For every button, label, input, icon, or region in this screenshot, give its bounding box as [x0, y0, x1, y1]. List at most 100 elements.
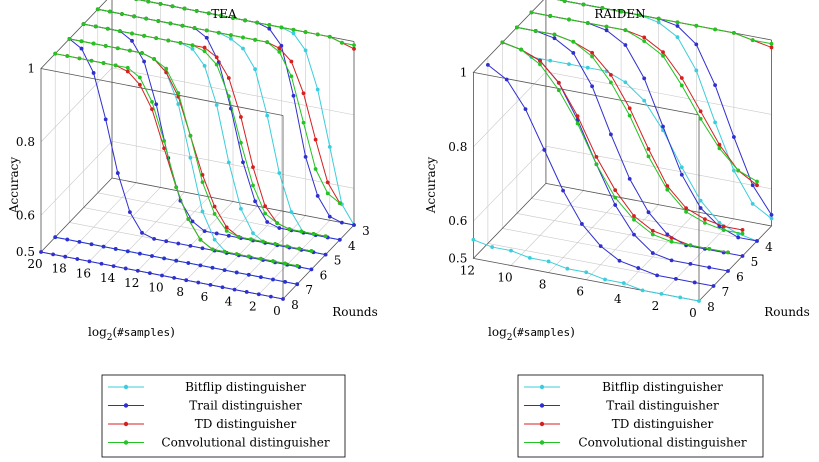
- data-point: [527, 255, 532, 260]
- data-point: [281, 297, 285, 301]
- data-point: [251, 183, 255, 188]
- data-point: [243, 18, 248, 23]
- data-point: [732, 135, 736, 139]
- series-line-convolutional-round-6: [500, 40, 730, 255]
- legend-label: Bitflip distinguisher: [185, 380, 306, 394]
- data-point: [255, 20, 260, 25]
- data-point: [224, 225, 229, 230]
- data-point: [590, 54, 594, 59]
- legend-entry: Convolutional distinguisher: [524, 436, 747, 450]
- data-point: [500, 40, 505, 45]
- data-point: [650, 232, 655, 237]
- data-point: [140, 51, 144, 55]
- data-point: [594, 154, 599, 159]
- data-point: [134, 0, 138, 2]
- data-point: [538, 58, 542, 63]
- data-point: [352, 46, 356, 51]
- data-point: [253, 37, 257, 42]
- data-point: [679, 76, 684, 80]
- data-point: [214, 62, 219, 67]
- data-point: [210, 265, 215, 270]
- data-point: [95, 7, 100, 12]
- chart-panel-raiden: RAIDEN121086420456780.50.60.81AccuracyRo…: [424, 0, 810, 343]
- accuracy-tick-label: 0.5: [448, 251, 467, 265]
- rounds-tick-label: 4: [765, 240, 773, 254]
- data-point: [184, 278, 189, 283]
- data-point: [303, 154, 308, 159]
- rounds-tick-label: 8: [707, 300, 715, 314]
- legend-entry: TD distinguisher: [524, 417, 714, 431]
- data-point: [246, 254, 251, 259]
- data-point: [603, 277, 607, 282]
- data-point: [210, 247, 215, 252]
- data-point: [646, 147, 651, 151]
- data-point: [678, 295, 683, 300]
- accuracy-tick-label: 0.6: [16, 208, 35, 222]
- data-point: [301, 91, 306, 96]
- data-point: [327, 144, 332, 149]
- rounds-tick-label: 5: [334, 254, 342, 268]
- data-point: [656, 20, 661, 25]
- data-point: [142, 59, 147, 64]
- data-point: [279, 43, 284, 48]
- data-point: [261, 239, 265, 244]
- data-point: [327, 214, 332, 219]
- rounds-tick-label: 4: [348, 239, 356, 253]
- rounds-tick-label: 6: [320, 268, 328, 282]
- data-point: [226, 76, 231, 80]
- data-point: [646, 210, 651, 215]
- data-point: [289, 74, 294, 79]
- data-point: [150, 254, 154, 258]
- data-point: [504, 77, 509, 82]
- accuracy-tick-label: 0.6: [448, 214, 467, 228]
- rounds-tick-label: 3: [362, 224, 370, 238]
- data-point: [519, 47, 524, 52]
- data-point: [523, 107, 528, 112]
- series-line-td-round-5: [81, 22, 328, 239]
- data-point: [327, 34, 332, 39]
- samples-tick-label: 20: [27, 257, 42, 271]
- data-point: [91, 41, 96, 46]
- data-point: [178, 40, 183, 45]
- data-point: [156, 19, 161, 23]
- data-point: [698, 109, 703, 114]
- data-point: [219, 13, 223, 18]
- data-point: [679, 83, 684, 88]
- data-point: [123, 266, 128, 271]
- samples-tick-label: 16: [76, 266, 91, 280]
- data-point: [172, 275, 177, 280]
- data-point: [604, 28, 609, 33]
- legend-label: Convolutional distinguisher: [578, 436, 746, 450]
- data-point: [234, 252, 239, 256]
- data-point: [552, 32, 557, 37]
- data-point: [127, 48, 132, 53]
- data-point: [688, 262, 693, 266]
- series-line-td-round-6: [67, 36, 314, 253]
- data-point: [140, 230, 144, 235]
- data-point: [190, 43, 195, 48]
- samples-tick-label: 8: [539, 278, 547, 292]
- data-point: [138, 75, 142, 80]
- data-point: [736, 235, 741, 240]
- data-point: [190, 219, 195, 224]
- data-point: [755, 239, 759, 243]
- data-point: [231, 16, 235, 20]
- data-point: [101, 244, 106, 249]
- data-point: [200, 246, 205, 251]
- data-point: [81, 22, 86, 26]
- data-point: [548, 58, 553, 63]
- data-point: [299, 229, 304, 234]
- data-point: [713, 27, 717, 32]
- data-point: [740, 254, 745, 258]
- data-point: [571, 39, 576, 44]
- data-point: [694, 68, 699, 73]
- data-point: [249, 237, 253, 242]
- data-point: [226, 233, 231, 238]
- series-line-convolutional-round-4: [529, 10, 759, 184]
- data-point: [590, 84, 594, 89]
- data-point: [130, 38, 134, 43]
- data-point: [99, 261, 104, 266]
- data-point: [315, 87, 320, 92]
- legend-label: Trail distinguisher: [606, 399, 719, 413]
